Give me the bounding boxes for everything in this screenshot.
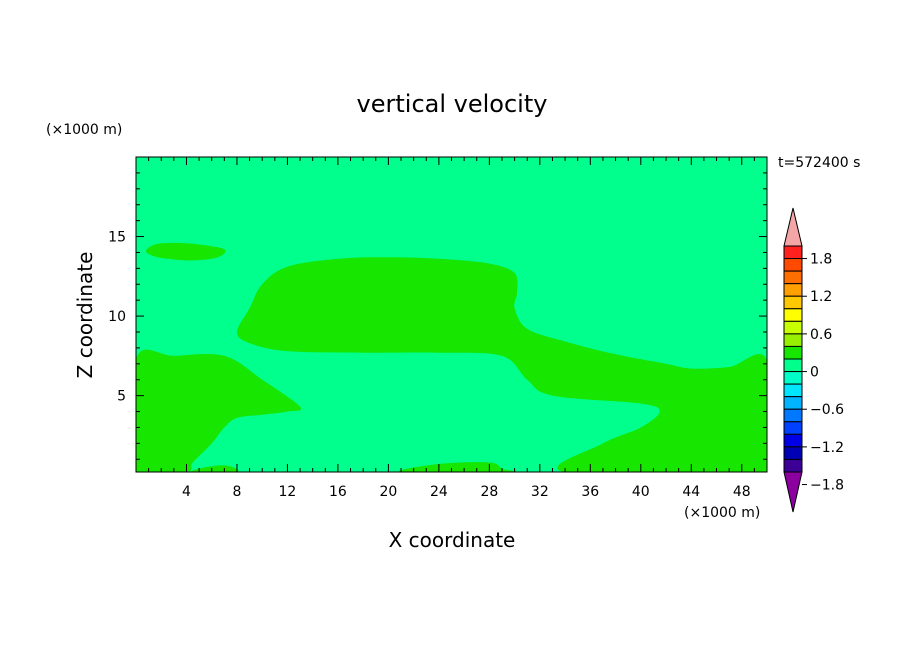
- x-tick-label: 16: [329, 484, 347, 500]
- x-tick-label: 44: [682, 484, 700, 500]
- colorbar-level-2: [783, 258, 803, 272]
- colorbar-tick-label: 1.2: [810, 289, 832, 305]
- colorbar-level-12: [783, 383, 803, 398]
- contour-region-5: [191, 465, 239, 472]
- chart-title: vertical velocity: [357, 90, 548, 118]
- y-tick-label: 5: [117, 389, 126, 405]
- x-tick-label: 28: [480, 484, 498, 500]
- colorbar: [783, 207, 807, 513]
- axis-ticks: [136, 157, 767, 472]
- contour-region-4: [398, 462, 515, 472]
- contour-region-3: [146, 242, 226, 261]
- x-axis-label: X coordinate: [389, 528, 516, 552]
- x-tick-label: 24: [430, 484, 448, 500]
- colorbar-level-11: [783, 371, 803, 385]
- colorbar-level-14: [783, 408, 803, 423]
- y-unit-label: (×1000 m): [46, 122, 122, 138]
- colorbar-tick-label: −0.6: [810, 402, 844, 418]
- x-tick-label: 8: [232, 484, 241, 500]
- colorbar-level-18: [783, 458, 803, 473]
- colorbar-level-3: [783, 270, 803, 285]
- time-label: t=572400 s: [778, 155, 860, 171]
- colorbar-tick-label: 1.8: [810, 252, 832, 268]
- contour-region-2: [136, 349, 302, 472]
- contour-region-1: [237, 257, 767, 472]
- colorbar-level-17: [783, 446, 803, 460]
- y-tick-labels: 5 10 15: [108, 230, 126, 405]
- x-tick-label: 32: [531, 484, 549, 500]
- x-unit-label: (×1000 m): [684, 505, 760, 521]
- colorbar-labels: 1.8 1.2 0.6 0 −0.6 −1.2 −1.8: [810, 252, 844, 494]
- colorbar-tick-label: −1.2: [810, 440, 844, 456]
- x-tick-label: 48: [733, 484, 751, 500]
- colorbar-level-9: [783, 345, 803, 360]
- x-tick-label: 40: [632, 484, 650, 500]
- y-tick-label: 10: [108, 309, 126, 325]
- colorbar-level-8: [783, 333, 803, 347]
- contour-regions: [136, 242, 767, 472]
- x-tick-label: 4: [182, 484, 191, 500]
- y-tick-label: 15: [108, 230, 126, 246]
- y-axis-label: Z coordinate: [73, 252, 97, 379]
- colorbar-upper-extend: [783, 207, 803, 247]
- x-tick-labels: 4 8 12 16 20 24 28 32 36 40 44 48: [182, 484, 751, 500]
- x-tick-label: 20: [379, 484, 397, 500]
- colorbar-level-16: [783, 433, 803, 448]
- colorbar-level-4: [783, 283, 803, 297]
- colorbar-level-7: [783, 320, 803, 335]
- colorbar-level-13: [783, 396, 803, 410]
- colorbar-tick-label: −1.8: [810, 478, 844, 494]
- colorbar-level-15: [783, 421, 803, 435]
- colorbar-tick-label: 0.6: [810, 327, 832, 343]
- x-tick-label: 36: [581, 484, 599, 500]
- colorbar-level-1: [783, 245, 803, 260]
- colorbar-level-6: [783, 308, 803, 322]
- colorbar-tick-label: 0: [810, 365, 819, 381]
- colorbar-lower-extend: [783, 471, 803, 513]
- colorbar-level-10: [783, 358, 803, 373]
- colorbar-level-5: [783, 295, 803, 310]
- x-tick-label: 12: [279, 484, 297, 500]
